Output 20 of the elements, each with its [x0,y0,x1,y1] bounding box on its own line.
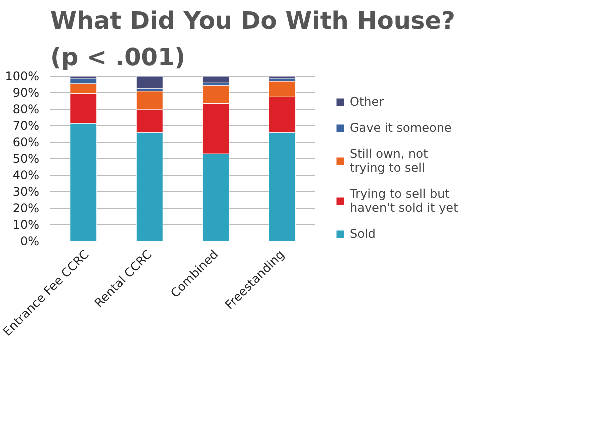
legend-label: Trying to sell but haven't sold it yet [350,187,458,215]
bar [268,76,296,80]
y-tick-label: 50% [12,152,40,166]
y-tick-label: 80% [12,102,40,116]
bar [202,76,230,84]
y-tick-label: 70% [12,119,40,133]
chart-title: What Did You Do With House? (p < .001) [50,7,456,72]
legend-label: Gave it someone [350,121,452,135]
legend-label: Sold [350,227,376,241]
y-tick-label: 0% [20,234,40,248]
y-tick-label: 30% [12,185,40,199]
legend-label: Still own, not trying to sell [350,147,428,175]
legend-label: Other [350,95,384,109]
y-tick-label: 20% [12,202,40,216]
y-tick-label: 40% [12,168,40,182]
bar [136,76,164,90]
y-tick-label: 100% [5,70,40,84]
y-tick-label: 60% [12,136,40,150]
y-tick-label: 10% [12,218,40,232]
y-tick-label: 90% [12,86,40,100]
